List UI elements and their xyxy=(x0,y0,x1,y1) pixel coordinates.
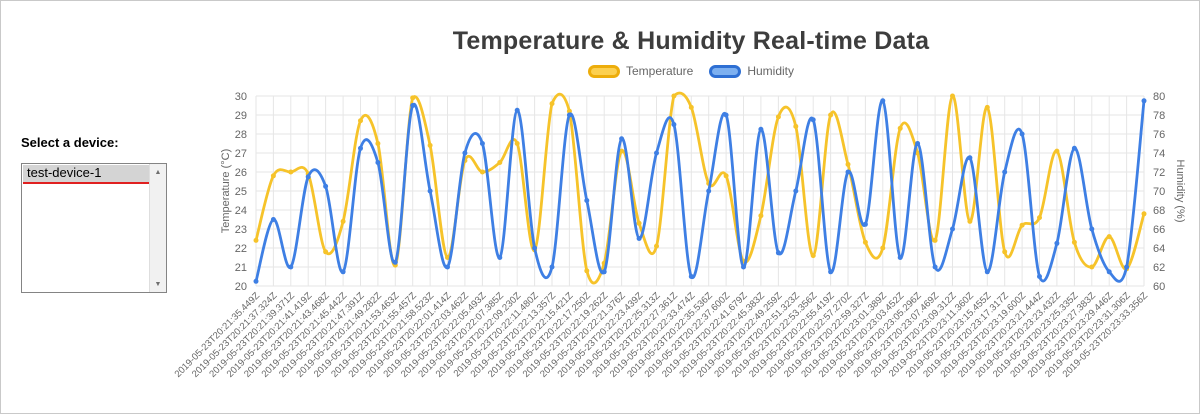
device-panel: Select a device: test-device-1 ▲ ▼ xyxy=(21,135,167,293)
svg-text:27: 27 xyxy=(235,148,247,160)
arrow-up-icon: ▲ xyxy=(154,168,162,176)
scroll-up-button[interactable]: ▲ xyxy=(150,164,166,180)
humidity-line xyxy=(253,98,1147,284)
svg-text:64: 64 xyxy=(1153,243,1165,255)
svg-text:76: 76 xyxy=(1153,129,1165,141)
svg-text:28: 28 xyxy=(235,129,247,141)
svg-text:66: 66 xyxy=(1153,224,1165,236)
x-axis-labels: 2019-05-23T20:21:35.449Z2019-05-23T20:21… xyxy=(173,290,1151,380)
svg-text:23: 23 xyxy=(235,224,247,236)
svg-text:72: 72 xyxy=(1153,167,1165,179)
listbox-scrollbar[interactable]: ▲ ▼ xyxy=(149,164,166,292)
chart-legend: Temperature Humidity xyxy=(186,62,1196,80)
device-options: test-device-1 xyxy=(23,165,149,291)
svg-text:20: 20 xyxy=(235,281,247,293)
page-title: Temperature & Humidity Real-time Data xyxy=(452,27,930,55)
svg-text:24: 24 xyxy=(235,205,247,217)
legend-label: Temperature xyxy=(625,64,694,78)
device-option[interactable]: test-device-1 xyxy=(23,165,149,184)
chart-svg[interactable]: 20 60 21 62 22 64 23 66 24 68 25 70 26 72 27 74 28 76 29 78… xyxy=(173,80,1196,410)
legend-item-temperature[interactable]: Temperature xyxy=(587,64,694,78)
svg-text:68: 68 xyxy=(1153,205,1165,217)
device-listbox[interactable]: test-device-1 ▲ ▼ xyxy=(21,163,167,293)
svg-text:22: 22 xyxy=(235,243,247,255)
device-select-label: Select a device: xyxy=(21,135,119,150)
legend-item-humidity[interactable]: Humidity xyxy=(709,64,794,78)
scroll-down-button[interactable]: ▼ xyxy=(150,276,166,292)
legend-label: Humidity xyxy=(747,64,795,78)
chart-section: Temperature & Humidity Real-time Data Te… xyxy=(173,1,1196,410)
svg-text:60: 60 xyxy=(1153,281,1165,293)
svg-text:80: 80 xyxy=(1153,91,1165,103)
arrow-down-icon: ▼ xyxy=(154,280,162,288)
svg-text:74: 74 xyxy=(1153,148,1165,160)
svg-text:78: 78 xyxy=(1153,110,1165,122)
legend-swatch-temperature xyxy=(587,64,620,78)
svg-text:21: 21 xyxy=(235,262,247,274)
svg-text:30: 30 xyxy=(235,91,247,103)
svg-text:29: 29 xyxy=(235,110,247,122)
svg-text:26: 26 xyxy=(235,167,247,179)
left-axis-title: Temperature (°C) xyxy=(220,149,232,233)
svg-text:62: 62 xyxy=(1153,262,1165,274)
svg-text:25: 25 xyxy=(235,186,247,198)
chart-grid: 20 60 21 62 22 64 23 66 24 68 25 70 26 72 27 74 28 76 29 78… xyxy=(235,91,1166,293)
right-axis-title: Humidity (%) xyxy=(1174,160,1186,223)
svg-text:70: 70 xyxy=(1153,186,1165,198)
legend-swatch-humidity xyxy=(709,64,742,78)
scrollbar-track[interactable] xyxy=(150,180,166,276)
